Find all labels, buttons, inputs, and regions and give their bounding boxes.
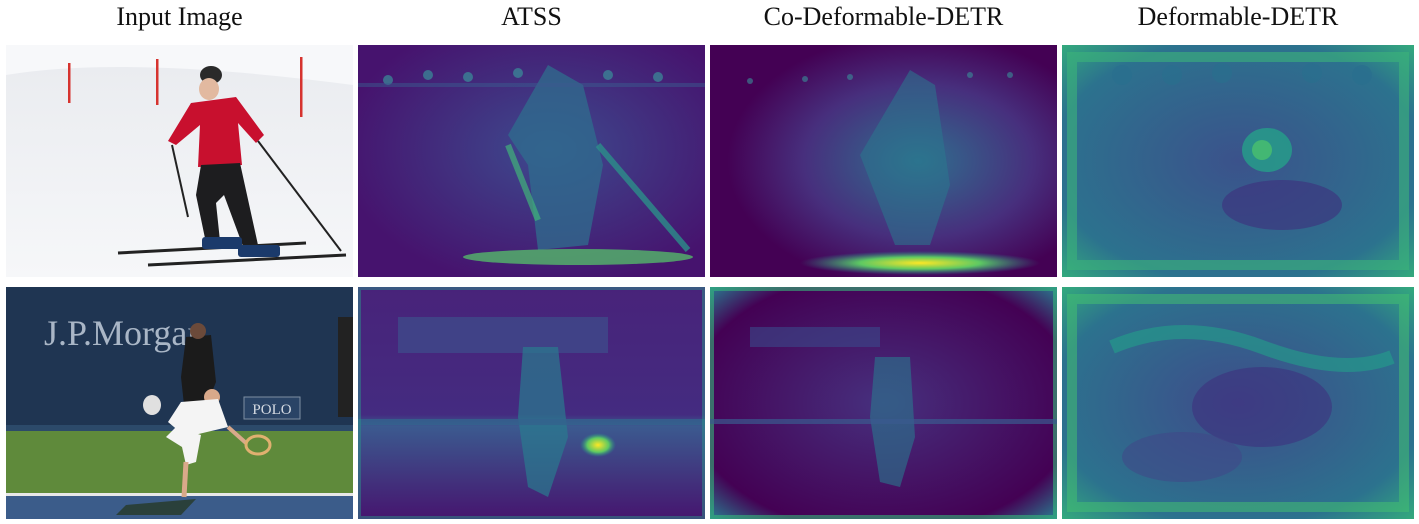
input-image-skier — [6, 45, 353, 277]
heatmap-deformable-detr-skier — [1062, 45, 1414, 277]
sponsor-logo-text: J.P.Morgan — [44, 313, 205, 353]
column-title-co-deformable-detr: Co-Deformable-DETR — [763, 2, 1004, 31]
heatmap-co-deformable-detr-skier — [710, 45, 1057, 277]
polo-sign-text: POLO — [252, 402, 291, 418]
column-title-deformable-detr: Deformable-DETR — [1137, 2, 1339, 31]
heatmap-atss-tennis — [358, 287, 705, 519]
column-title-input-image: Input Image — [116, 2, 243, 31]
heatmap-co-deformable-detr-tennis — [710, 287, 1057, 519]
column-title-atss: ATSS — [501, 2, 562, 31]
heatmap-deformable-detr-tennis — [1062, 287, 1414, 519]
input-image-tennis: J.P.Morgan POLO — [6, 287, 353, 519]
heatmap-atss-skier — [358, 45, 705, 277]
